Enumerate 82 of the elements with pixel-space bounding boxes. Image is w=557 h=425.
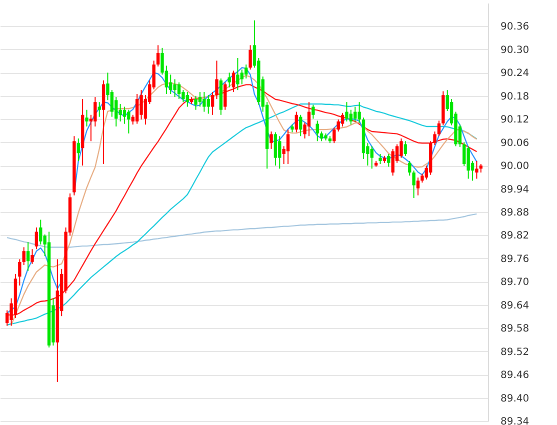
y-tick-label: 89.88 bbox=[500, 208, 530, 218]
candlestick bbox=[340, 112, 344, 127]
candlestick bbox=[416, 177, 420, 196]
y-tick-label: 90.24 bbox=[500, 68, 530, 80]
candlestick bbox=[274, 132, 278, 166]
candlestick bbox=[228, 72, 231, 88]
candlestick bbox=[307, 102, 311, 137]
candlestick bbox=[98, 102, 101, 118]
y-tick-label: 90.30 bbox=[500, 44, 530, 56]
candlestick bbox=[22, 246, 26, 266]
candlestick bbox=[248, 44, 252, 70]
candlestick bbox=[294, 111, 298, 133]
candlestick bbox=[437, 120, 441, 137]
candlestick bbox=[349, 109, 353, 126]
y-tick-label: 89.34 bbox=[500, 416, 530, 425]
candlestick bbox=[345, 102, 348, 122]
y-tick-label: 89.82 bbox=[500, 230, 530, 242]
candlestick bbox=[412, 170, 416, 199]
candlestick bbox=[320, 130, 324, 142]
candlestick bbox=[270, 130, 273, 150]
candlestick bbox=[316, 120, 319, 142]
line-series bbox=[6, 213, 478, 248]
y-tick-label: 89.70 bbox=[500, 277, 530, 288]
candlestick bbox=[210, 92, 214, 116]
candlestick bbox=[198, 92, 202, 108]
candlestick bbox=[156, 44, 160, 67]
candlestick bbox=[462, 142, 466, 166]
candlestick bbox=[404, 140, 408, 156]
candlestick bbox=[244, 64, 248, 79]
candlestick bbox=[387, 153, 390, 168]
candlestick bbox=[408, 160, 412, 176]
candlestick bbox=[39, 219, 42, 246]
candlestick bbox=[122, 106, 126, 124]
candlestick bbox=[135, 93, 139, 124]
candlestick bbox=[173, 78, 176, 98]
candlestick bbox=[391, 148, 394, 176]
candlestick bbox=[94, 96, 97, 127]
candlestick bbox=[177, 82, 181, 100]
candlestick bbox=[240, 69, 244, 85]
candlestick bbox=[76, 138, 80, 162]
y-tick-label: 89.58 bbox=[500, 324, 530, 335]
y-tick-label: 89.40 bbox=[500, 393, 530, 404]
y-tick-label: 90.06 bbox=[500, 138, 530, 149]
candlestick bbox=[378, 153, 382, 165]
candlestick bbox=[215, 60, 218, 100]
y-tick-label: 89.76 bbox=[500, 254, 530, 265]
candlestick bbox=[332, 127, 336, 144]
y-tick-label: 89.64 bbox=[500, 300, 530, 312]
candlestick bbox=[286, 129, 290, 165]
candlestick bbox=[202, 92, 206, 112]
y-tick-label: 90.12 bbox=[500, 114, 530, 126]
candlestick bbox=[127, 109, 130, 134]
candlestick bbox=[194, 95, 198, 110]
candlestick bbox=[466, 146, 470, 180]
candlestick bbox=[26, 242, 30, 272]
candlestick bbox=[433, 130, 436, 146]
candlestick bbox=[140, 90, 143, 120]
y-tick-label: 90.00 bbox=[500, 161, 530, 172]
candlestick bbox=[370, 146, 374, 170]
y-tick-label: 89.94 bbox=[500, 184, 530, 196]
y-tick-label: 89.46 bbox=[500, 370, 530, 382]
candlestick bbox=[186, 92, 189, 108]
candlestick bbox=[358, 102, 361, 124]
candlestick bbox=[85, 109, 88, 127]
candlestick bbox=[299, 114, 302, 137]
candlestick bbox=[232, 70, 236, 93]
candlestick bbox=[236, 57, 240, 91]
candlestick bbox=[278, 136, 282, 170]
y-tick-label: 90.36 bbox=[500, 22, 530, 33]
candlestick bbox=[118, 104, 122, 122]
candlestick bbox=[475, 160, 478, 180]
candlestick bbox=[224, 82, 227, 110]
candlestick bbox=[34, 226, 38, 250]
candlestick bbox=[206, 94, 210, 114]
candlestick bbox=[169, 74, 172, 94]
candlestick bbox=[336, 119, 340, 132]
candlestick bbox=[400, 138, 403, 158]
y-tick-label: 89.52 bbox=[500, 346, 530, 358]
candlestick bbox=[18, 258, 22, 286]
candlestick bbox=[312, 104, 315, 120]
y-tick-label: 90.18 bbox=[500, 91, 530, 102]
candlestick bbox=[30, 248, 34, 264]
